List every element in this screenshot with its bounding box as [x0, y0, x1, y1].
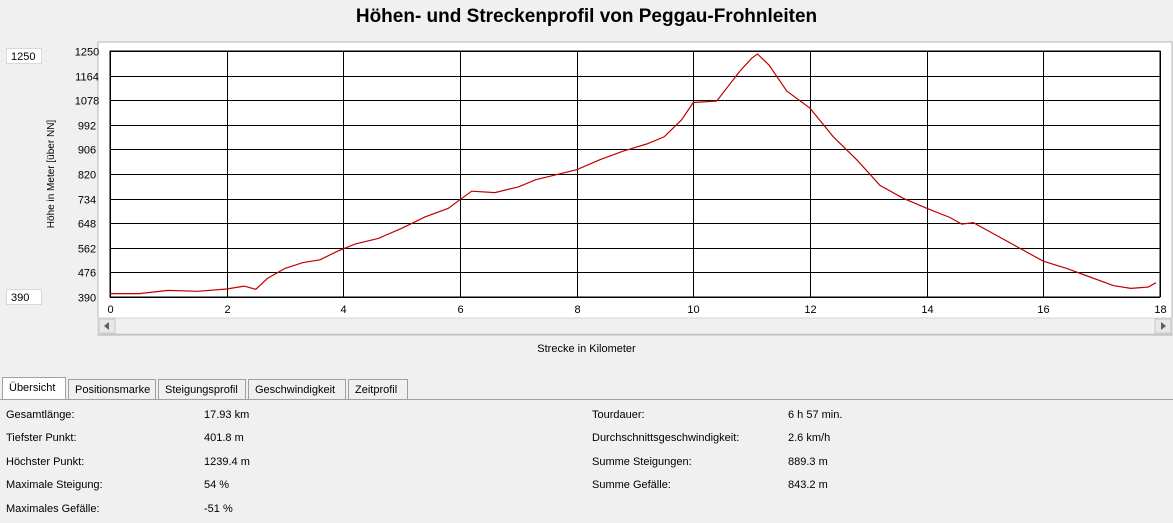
stat-label: Summe Steigungen:: [592, 456, 692, 468]
chevron-right-icon: [1161, 322, 1166, 330]
stat-value: 17.93 km: [204, 409, 250, 421]
tab-label: Zeitprofil: [355, 384, 398, 396]
tab-label: Übersicht: [9, 382, 56, 394]
stat-label: Tiefster Punkt:: [6, 432, 77, 444]
stat-label: Höchster Punkt:: [6, 456, 85, 468]
horizontal-scrollbar[interactable]: [97, 317, 1173, 335]
tab-label: Positionsmarke: [75, 384, 151, 396]
elevation-chart: 390 476 562 648 734 820 906 992 1078 1164 1250 0 2 4 6…: [46, 41, 1173, 336]
stat-label: Summe Gefälle:: [592, 479, 671, 491]
x-axis-label: Strecke in Kilometer: [537, 343, 636, 355]
x-tick-label: 8: [574, 304, 580, 316]
x-tick-label: 10: [687, 304, 699, 316]
tab-label: Steigungsprofil: [165, 384, 238, 396]
tab-speed[interactable]: Geschwindigkeit: [248, 379, 346, 399]
x-tick-label: 12: [804, 304, 816, 316]
x-tick-label: 16: [1037, 304, 1049, 316]
y-tick-label: 1164: [75, 72, 99, 84]
tab-gradient-profile[interactable]: Steigungsprofil: [158, 379, 246, 399]
chevron-left-icon: [104, 322, 109, 330]
tab-position-marker[interactable]: Positionsmarke: [68, 379, 156, 399]
y-tick-label: 390: [78, 293, 96, 305]
y-tick-label: 820: [78, 170, 96, 182]
stat-value: 6 h 57 min.: [788, 409, 843, 421]
stat-value: 843.2 m: [788, 479, 828, 491]
x-tick-label: 18: [1154, 304, 1166, 316]
tab-time-profile[interactable]: Zeitprofil: [348, 379, 408, 399]
stat-value: 54 %: [204, 479, 230, 491]
stat-label: Durchschnittsgeschwindigkeit:: [592, 432, 740, 444]
x-tick-label: 6: [457, 304, 463, 316]
stat-value: 1239.4 m: [204, 456, 250, 468]
tab-label: Geschwindigkeit: [255, 384, 336, 396]
tab-overview[interactable]: Übersicht: [2, 377, 66, 399]
y-tick-label: 906: [78, 145, 96, 157]
overview-panel: Gesamtlänge: 17.93 km Tiefster Punkt: 40…: [0, 399, 1173, 523]
x-tick-label: 4: [340, 304, 346, 316]
elevation-line: [110, 53, 1157, 295]
y-axis-label: Höhe in Meter [über NN]: [46, 120, 57, 229]
x-tick-label: 0: [107, 304, 113, 316]
y-range-min-field[interactable]: 390: [6, 289, 42, 305]
y-tick-label: 734: [78, 195, 96, 207]
stat-label: Tourdauer:: [592, 409, 645, 421]
chart-title: Höhen- und Streckenprofil von Peggau-Fro…: [355, 6, 818, 27]
stat-label: Maximale Steigung:: [6, 479, 103, 491]
stat-value: -51 %: [204, 503, 233, 515]
stat-label: Maximales Gefälle:: [6, 503, 100, 515]
y-tick-label: 476: [78, 268, 96, 280]
stat-value: 889.3 m: [788, 456, 828, 468]
y-tick-label: 562: [78, 244, 96, 256]
y-range-max-field[interactable]: 1250: [6, 48, 42, 64]
stat-value: 401.8 m: [204, 432, 244, 444]
y-tick-label: 992: [78, 121, 96, 133]
y-tick-label: 1250: [75, 47, 99, 59]
x-tick-label: 2: [224, 304, 230, 316]
stat-value: 2.6 km/h: [788, 432, 831, 444]
stat-label: Gesamtlänge:: [6, 409, 75, 421]
y-tick-label: 648: [78, 219, 96, 231]
y-tick-label: 1078: [75, 96, 99, 108]
x-tick-label: 14: [921, 304, 933, 316]
